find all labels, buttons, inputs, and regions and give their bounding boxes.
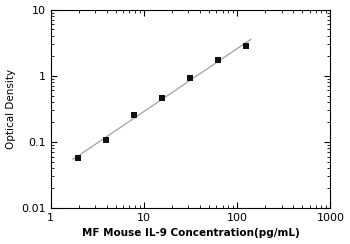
Point [243,44,249,48]
Point [187,76,193,80]
Point [103,139,108,142]
Point [75,156,80,160]
Point [215,59,221,62]
Y-axis label: Optical Density: Optical Density [6,69,15,149]
Point [159,96,165,100]
X-axis label: MF Mouse IL-9 Concentration(pg/mL): MF Mouse IL-9 Concentration(pg/mL) [82,228,299,238]
Point [131,113,136,117]
